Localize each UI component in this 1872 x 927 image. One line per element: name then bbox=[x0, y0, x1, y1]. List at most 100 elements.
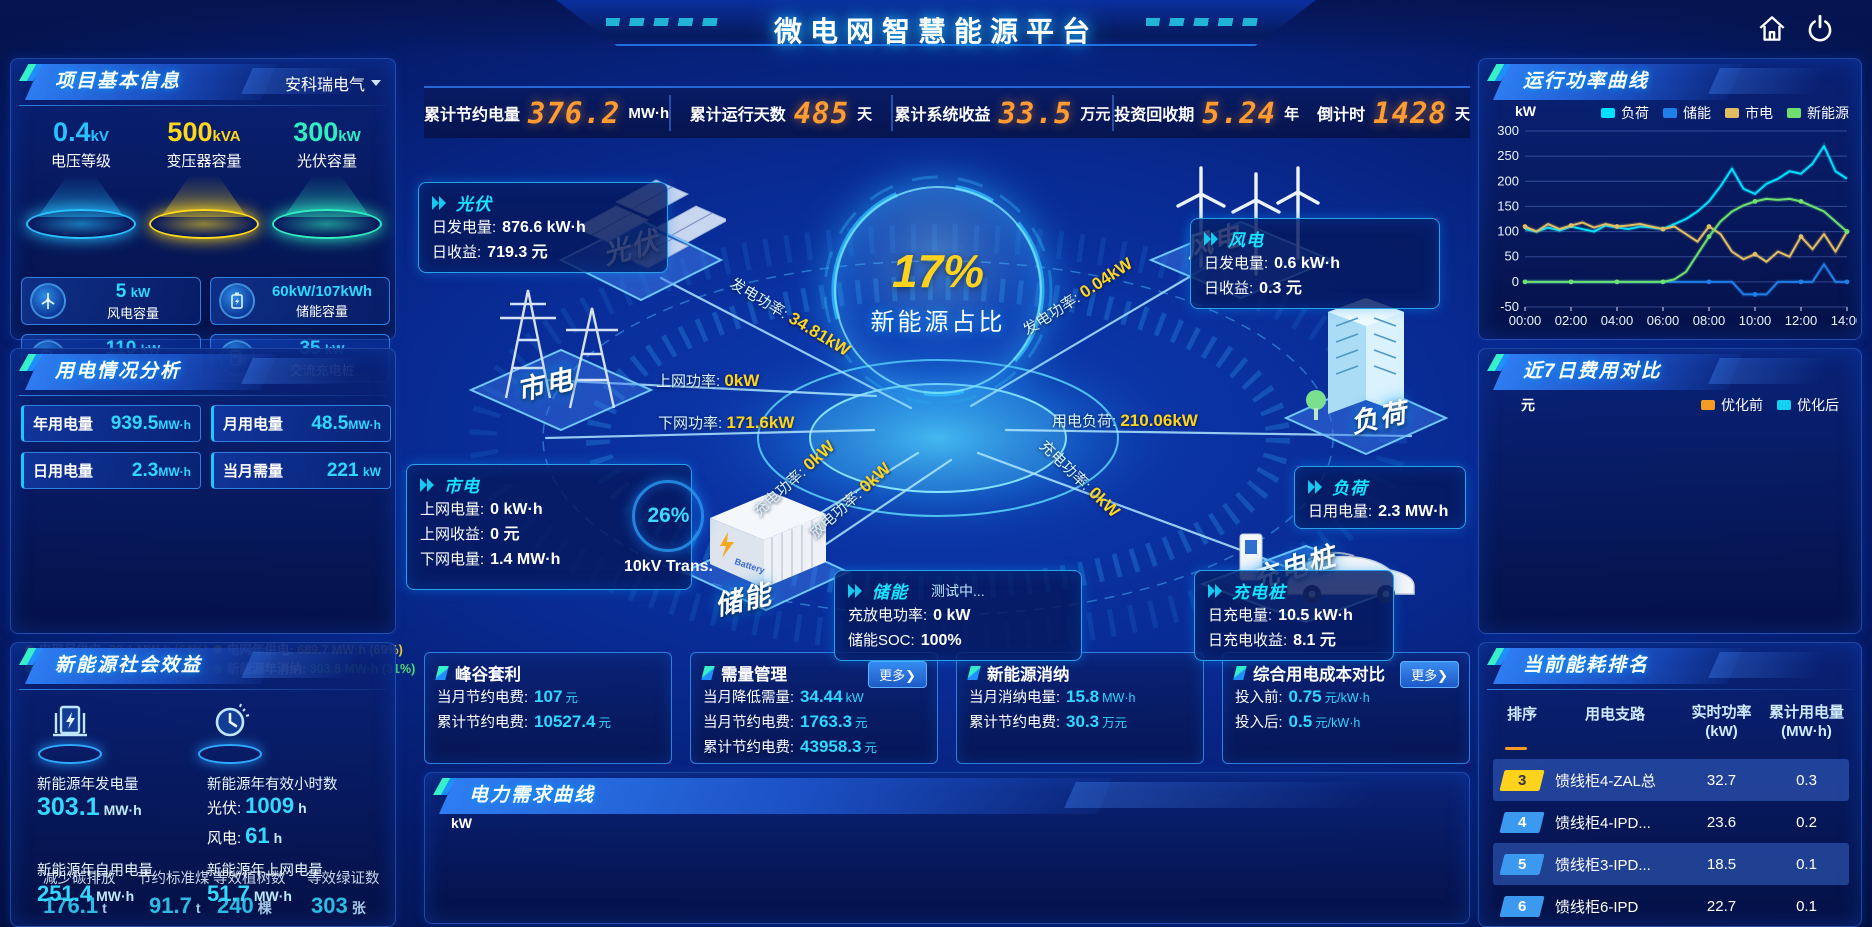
rank-badge: 5 bbox=[1499, 853, 1545, 875]
power-legend: 负荷 储能 市电 新能源 bbox=[1601, 103, 1849, 123]
svg-text:-50: -50 bbox=[1500, 299, 1519, 314]
card-storage: 储能 测试中... 充放电功率: 0 kW 储能SOC: 100% bbox=[834, 570, 1082, 661]
card-load: 负荷 日用电量: 2.3 MW·h bbox=[1294, 466, 1466, 529]
panel-title: 近7日费用对比 bbox=[1523, 361, 1662, 382]
kpi-value: 1428 bbox=[1373, 96, 1447, 130]
hours-label: 新能源年有效小时数 bbox=[207, 777, 338, 793]
row-label: 储能SOC: bbox=[848, 632, 915, 649]
company-select[interactable]: 安科瑞电气 bbox=[285, 71, 381, 95]
pedestal-label: 电压等级 bbox=[50, 153, 111, 170]
legend-item[interactable]: 新能源 bbox=[1787, 103, 1849, 123]
capacity-value: 60kW/107kWh bbox=[271, 282, 373, 300]
chevrons-icon bbox=[1204, 231, 1218, 246]
trees-label: 等效植树数 bbox=[213, 871, 286, 887]
row-unit: 元/kW·h bbox=[1315, 716, 1361, 730]
row-label: 当月消纳电量: bbox=[969, 690, 1061, 706]
panel-project-info: 项目基本信息 安科瑞电气 0.4kV 电压等级 500kVA 变压器容量 300… bbox=[10, 58, 396, 382]
stat-value: 939.5 bbox=[110, 412, 159, 434]
rank-badge: 6 bbox=[1499, 895, 1545, 917]
card-title: 风电 bbox=[1228, 231, 1264, 250]
coal-label: 节约标准煤 bbox=[137, 871, 210, 887]
flag-icon bbox=[435, 666, 449, 680]
battery-icon bbox=[219, 283, 255, 319]
stat-unit: MW·h bbox=[158, 464, 191, 479]
card-pv: 光伏 日发电量: 876.6 kW·h 日收益: 719.3 元 bbox=[418, 182, 668, 273]
pedestal-voltage: 0.4kV 电压等级 bbox=[19, 117, 143, 239]
flag-icon bbox=[701, 666, 715, 680]
legend-swatch-icon bbox=[1787, 108, 1801, 118]
kpi-run-days: 累计运行天数 485 天 bbox=[671, 95, 893, 131]
row-label: 当月节约电费: bbox=[437, 690, 529, 706]
kpi-value: 5.24 bbox=[1202, 96, 1277, 130]
branch-name: 馈线柜4-IPD... bbox=[1555, 814, 1651, 832]
row-value: 719.3 元 bbox=[487, 244, 548, 261]
stat-unit: MW·h bbox=[158, 417, 191, 432]
pedestal-base bbox=[149, 209, 259, 239]
svg-text:00:00: 00:00 bbox=[1509, 313, 1542, 328]
legend-item[interactable]: 市电 bbox=[1725, 103, 1773, 123]
legend-swatch-icon bbox=[1601, 108, 1615, 118]
rank-badge: 4 bbox=[1499, 811, 1545, 833]
svg-text:200: 200 bbox=[1497, 173, 1519, 188]
home-icon[interactable] bbox=[1754, 12, 1790, 46]
benefit-cards-row: 峰谷套利 当月节约电费: 107 元 累计节约电费: 10527.4 元 需量管理 更多… bbox=[424, 652, 1470, 764]
col-header-power: 实时功率 (kW) bbox=[1679, 703, 1764, 741]
legend-item[interactable]: 储能 bbox=[1663, 103, 1711, 123]
kpi-unit: 万元 bbox=[1080, 105, 1111, 123]
legend-item[interactable]: 优化后 bbox=[1777, 395, 1839, 415]
legend-item[interactable]: 优化前 bbox=[1701, 395, 1763, 415]
divider bbox=[19, 395, 387, 396]
page-title: 微电网智慧能源平台 bbox=[773, 16, 1099, 47]
flow-grid-up: 上网功率: 0kW bbox=[656, 370, 759, 391]
power-icon[interactable] bbox=[1802, 12, 1838, 46]
card-title: 储能 bbox=[872, 583, 908, 602]
panel-cost-compare: 近7日费用对比 元 优化前 优化后 bbox=[1478, 348, 1862, 634]
pedestal-label: 变压器容量 bbox=[166, 153, 242, 170]
row-value: 100% bbox=[920, 632, 962, 649]
company-select-value: 安科瑞电气 bbox=[284, 77, 365, 94]
stat-month-demand: 当月需量 221 kW bbox=[211, 452, 391, 489]
row-value: 0.5 bbox=[1288, 712, 1313, 731]
row-label: 日收益: bbox=[432, 244, 482, 261]
row-unit: 元 bbox=[565, 691, 578, 705]
row-value: 1763.3 bbox=[800, 712, 853, 731]
panel-ranking-header: 当前能耗排名 bbox=[1487, 648, 1853, 684]
chevrons-icon bbox=[432, 195, 446, 210]
value: 240 bbox=[217, 893, 254, 918]
flag-icon bbox=[1233, 666, 1247, 680]
svg-text:12:00: 12:00 bbox=[1785, 313, 1818, 328]
app-header: 微电网智慧能源平台 bbox=[0, 0, 1872, 54]
more-button[interactable]: 更多❯ bbox=[868, 661, 927, 688]
cert-value: 303 张 bbox=[311, 893, 366, 919]
unit: h bbox=[273, 830, 283, 846]
more-button[interactable]: 更多❯ bbox=[1400, 661, 1459, 688]
stat-value: 48.5 bbox=[311, 412, 349, 434]
stat-value: 2.3 bbox=[131, 459, 159, 481]
energy-flow-diagram: 17% 新能源占比 Batt bbox=[406, 138, 1468, 661]
kpi-unit: 年 bbox=[1284, 105, 1300, 123]
legend-item[interactable]: 负荷 bbox=[1601, 103, 1649, 123]
svg-text:08:00: 08:00 bbox=[1693, 313, 1726, 328]
pedestal-unit: kV bbox=[90, 128, 109, 145]
panel-corner-icon bbox=[19, 648, 43, 665]
row-value: 0.6 kW·h bbox=[1274, 255, 1340, 272]
row-value: 8.1 元 bbox=[1293, 632, 1336, 649]
svg-text:150: 150 bbox=[1497, 198, 1519, 213]
capacity-value: 5 bbox=[115, 280, 127, 302]
row-label: 日收益: bbox=[1204, 280, 1254, 297]
kpi-label: 倒计时 bbox=[1317, 107, 1366, 124]
energy-value: 0.1 bbox=[1796, 897, 1817, 915]
card-demand-mgmt: 需量管理 更多❯ 当月降低需量: 34.44 kW 当月节约电费: 1763.3 元 累… bbox=[690, 652, 938, 764]
card-title: 峰谷套利 bbox=[455, 666, 521, 684]
new-energy-percent: 17% bbox=[891, 244, 985, 297]
unit: MW·h bbox=[96, 888, 135, 904]
row-label: 充放电功率: bbox=[848, 607, 928, 624]
ranking-table-header: 排序 用电支路 实时功率 (kW) 累计用电量 (MW·h) bbox=[1493, 703, 1849, 741]
capacity-unit: kW bbox=[130, 284, 151, 300]
flag-icon bbox=[967, 666, 981, 680]
panel-power-curve: 运行功率曲线 kW 负荷 储能 市电 新能源 300 250 200 150 100 50 0 -5… bbox=[1478, 58, 1863, 340]
row-unit: MW·h bbox=[1102, 691, 1136, 705]
row-unit: 元/kW·h bbox=[1324, 691, 1370, 705]
legend-swatch-icon bbox=[1701, 400, 1715, 410]
card-wind: 风电 日发电量: 0.6 kW·h 日收益: 0.3 元 bbox=[1190, 218, 1440, 309]
